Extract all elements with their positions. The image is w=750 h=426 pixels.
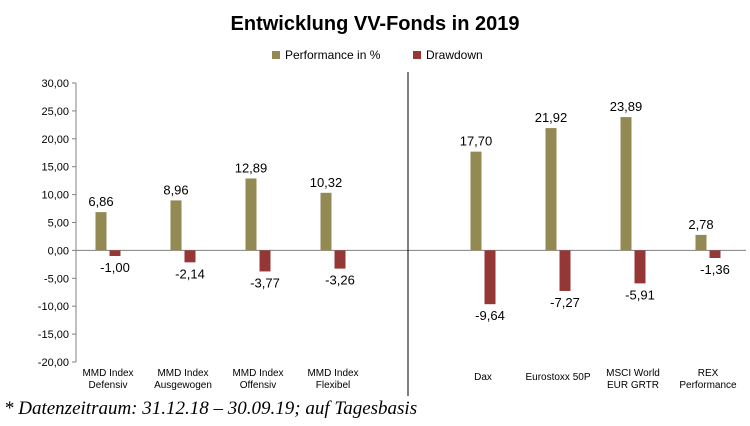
data-label: 17,70 xyxy=(460,134,493,149)
data-label: -2,14 xyxy=(175,266,205,281)
y-tick-label: 15,00 xyxy=(41,162,69,174)
bar-drawdown xyxy=(634,250,646,284)
data-label: 23,89 xyxy=(610,99,643,114)
bar-performance xyxy=(620,117,632,251)
y-tick-label: -20,00 xyxy=(38,357,69,369)
bar-performance xyxy=(245,178,257,251)
bar-drawdown xyxy=(484,250,496,305)
x-tick-label: MMD Index xyxy=(157,368,208,379)
y-tick-label: 25,00 xyxy=(41,106,69,118)
data-label: -3,26 xyxy=(325,273,355,288)
bar-performance xyxy=(695,234,707,251)
x-tick-label: Dax xyxy=(474,372,492,383)
value-labels: 6,86 -1,00 8,96 -2,14 12,89 -3,77 10,32 -3,26 17… xyxy=(88,99,729,323)
bar-performance xyxy=(470,151,482,251)
x-tick-label: REX xyxy=(698,368,719,379)
bar-performance xyxy=(170,200,182,251)
x-tick-label: MSCI World xyxy=(606,368,660,379)
data-label: 21,92 xyxy=(535,110,568,125)
data-label: -1,36 xyxy=(700,262,730,277)
data-label: -7,27 xyxy=(550,295,580,310)
data-label: -9,64 xyxy=(475,308,505,323)
chart: Entwicklung VV-Fonds in 2019 Performance… xyxy=(37,13,746,396)
y-tick-label: 5,00 xyxy=(48,218,69,230)
y-tick-label: 20,00 xyxy=(41,134,69,146)
data-label: -5,91 xyxy=(625,287,655,302)
y-tick-label: 30,00 xyxy=(41,78,69,90)
x-tick-label: Ausgewogen xyxy=(154,380,212,391)
bar-performance xyxy=(545,128,557,251)
bar-drawdown xyxy=(184,250,196,263)
x-tick-label: Eurostoxx 50P xyxy=(525,372,590,383)
bar-drawdown xyxy=(559,250,571,291)
bar-drawdown xyxy=(259,250,271,272)
y-tick-label: -10,00 xyxy=(38,301,69,313)
legend-swatch-drawdown xyxy=(413,51,421,59)
x-tick-label: Performance xyxy=(679,380,737,391)
x-tick-label: Flexibel xyxy=(316,380,350,391)
data-label: 10,32 xyxy=(310,175,343,190)
legend-label-drawdown: Drawdown xyxy=(426,48,483,62)
data-label: -1,00 xyxy=(100,260,130,275)
data-label: 12,89 xyxy=(235,160,268,175)
bars xyxy=(95,117,721,305)
bar-performance xyxy=(320,192,332,251)
x-tick-label: MMD Index xyxy=(232,368,283,379)
x-tick-label: MMD Index xyxy=(82,368,133,379)
x-tick-label: MMD Index xyxy=(307,368,358,379)
y-tick-label: -5,00 xyxy=(44,273,69,285)
data-label: 6,86 xyxy=(88,194,113,209)
x-tick-label: Offensiv xyxy=(240,380,277,391)
y-tick-label: 0,00 xyxy=(48,245,69,257)
data-label: 8,96 xyxy=(163,182,188,197)
bar-drawdown xyxy=(709,250,721,258)
footnote: * Datenzeitraum: 31.12.18 – 30.09.19; au… xyxy=(4,398,418,419)
bar-drawdown xyxy=(334,250,346,269)
bar-performance xyxy=(95,212,107,251)
legend: Performance in % Drawdown xyxy=(272,48,483,62)
y-tick-label: -15,00 xyxy=(38,329,69,341)
axes: 30,00 25,00 20,00 15,00 10,00 5,00 0,00 -5,00 -1… xyxy=(38,72,746,396)
data-label: 2,78 xyxy=(688,217,713,232)
x-tick-label: Defensiv xyxy=(89,380,128,391)
legend-label-performance: Performance in % xyxy=(285,48,381,62)
data-label: -3,77 xyxy=(250,275,280,290)
x-tick-label: EUR GRTR xyxy=(607,380,659,391)
chart-title: Entwicklung VV-Fonds in 2019 xyxy=(231,13,520,35)
legend-swatch-performance xyxy=(272,51,280,59)
bar-drawdown xyxy=(109,250,121,256)
y-tick-label: 10,00 xyxy=(41,190,69,202)
